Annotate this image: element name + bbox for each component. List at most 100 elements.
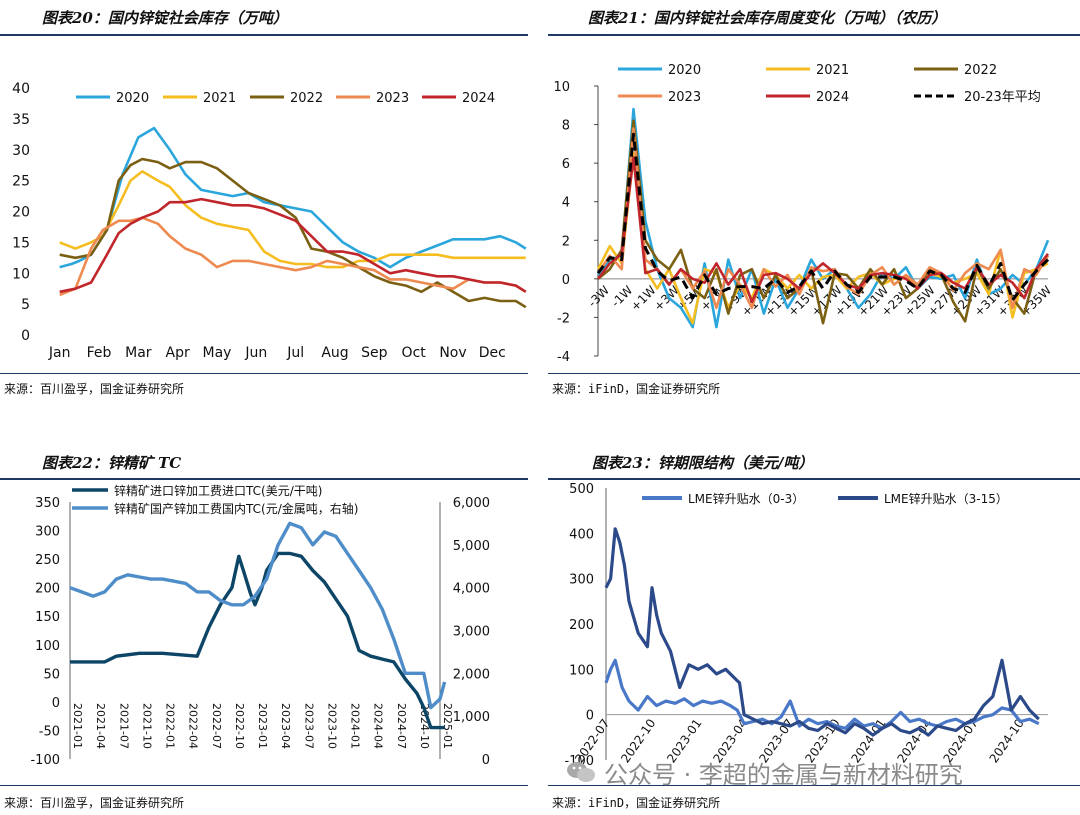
- y-tick-label: 40: [12, 81, 30, 97]
- series-line-20-23年平均: [596, 132, 1050, 302]
- y-tick-label-right: 0: [482, 753, 490, 768]
- legend-label-2024: 2024: [462, 91, 495, 106]
- x-tick-label: 2021-10: [140, 703, 153, 749]
- x-tick-label: +1W: [628, 283, 659, 314]
- panel-title: 图表20：国内锌锭社会库存（万吨）: [42, 9, 288, 27]
- y-tick-label: 0: [21, 328, 30, 344]
- series-line-2021: [59, 170, 526, 269]
- x-tick-label: Oct: [402, 345, 427, 361]
- y-tick-label: 300: [569, 573, 594, 588]
- legend-label-2021: 2021: [203, 91, 236, 106]
- x-tick-label: 2022-07: [210, 703, 223, 749]
- panel-title: 图表23：锌期限结构（美元/吨）: [592, 454, 814, 472]
- y-tick-label-left: 200: [35, 582, 60, 597]
- panel-title: 图表21：国内锌锭社会库存周度变化（万吨）（农历）: [588, 9, 947, 27]
- y-tick-label: 100: [569, 663, 594, 678]
- x-tick-label: 2022-10: [233, 703, 246, 749]
- panel-title: 图表22：锌精矿 TC: [42, 454, 182, 472]
- x-tick-label: Aug: [321, 345, 348, 361]
- title-rule: [548, 478, 1080, 480]
- x-tick-label: 2024-07: [395, 703, 408, 749]
- y-tick-label: 4: [562, 196, 570, 211]
- y-tick-label: 2: [562, 234, 570, 249]
- x-tick-label: 2024-04: [372, 703, 385, 749]
- y-tick-label: 8: [562, 119, 570, 134]
- legend-label: LME锌升贴水（0-3）: [688, 492, 804, 506]
- watermark: 公众号 · 李超的金属与新材料研究: [566, 752, 1050, 792]
- y-tick-label: -4: [557, 350, 570, 365]
- legend-label-20-23年平均: 20-23年平均: [964, 90, 1041, 105]
- legend-label-2020: 2020: [668, 63, 701, 78]
- y-tick-label: 400: [569, 527, 594, 542]
- x-tick-label: May: [203, 345, 232, 361]
- y-tick-label: 35: [12, 112, 30, 128]
- y-tick-label-left: 350: [35, 496, 60, 511]
- x-tick-label: 2022-01: [164, 703, 177, 749]
- legend-label-2022: 2022: [964, 63, 997, 78]
- y-tick-label-left: 0: [52, 696, 60, 711]
- x-tick-label: 2023-10: [325, 703, 338, 749]
- y-tick-label-left: 50: [43, 667, 60, 682]
- series-line-2022: [597, 119, 1049, 325]
- legend-label-2023: 2023: [668, 90, 701, 105]
- y-tick-label: 30: [12, 143, 30, 159]
- x-tick-label: Jul: [286, 345, 304, 361]
- source-rule: [548, 785, 1080, 786]
- y-tick-label: 25: [12, 174, 30, 190]
- y-tick-label-right: 4,000: [453, 582, 490, 597]
- series-line-spread-3-15: [604, 527, 1040, 737]
- y-tick-label-left: -100: [30, 753, 60, 768]
- y-tick-label: 500: [569, 482, 594, 497]
- x-tick-label: Jan: [48, 345, 71, 361]
- x-tick-label: 2023-01: [256, 703, 269, 749]
- y-tick-label: 15: [12, 235, 30, 251]
- legend-label-2022: 2022: [290, 91, 323, 106]
- legend-label: LME锌升贴水（3-15）: [884, 492, 1008, 506]
- source-note: 来源：百川盈孚，国金证券研究所: [4, 382, 185, 396]
- x-tick-label: 2021-07: [117, 703, 130, 749]
- chart-zinc-tc: -100 -50 0 50 100 150 200 250 300 350 0 1,000 2,000 3…: [30, 484, 490, 768]
- y-tick-label-left: 300: [35, 525, 60, 540]
- x-tick-label: 2024-01: [349, 703, 362, 749]
- x-tick-label: Jun: [244, 345, 267, 361]
- legend-label-2021: 2021: [816, 63, 849, 78]
- x-tick-label: Sep: [361, 345, 388, 361]
- x-tick-label: Apr: [166, 345, 190, 361]
- legend-label-2023: 2023: [376, 91, 409, 106]
- source-rule: [548, 373, 1080, 374]
- y-tick-label: 20: [12, 205, 30, 221]
- y-tick-label-left: 150: [35, 610, 60, 625]
- wechat-icon: [567, 762, 595, 782]
- series-line-2020: [59, 126, 527, 269]
- y-tick-label-right: 1,000: [453, 710, 490, 725]
- title-rule: [0, 34, 528, 36]
- legend-label: 锌精矿进口锌加工费进口TC(美元/干吨): [114, 484, 322, 498]
- x-tick-label: Mar: [125, 345, 152, 361]
- series-line-2023: [59, 216, 527, 297]
- x-tick-label: Dec: [479, 345, 506, 361]
- series-line-2022: [59, 157, 527, 309]
- series-line-domestic-tc: [69, 521, 447, 710]
- source-note: 来源：百川盈孚，国金证券研究所: [4, 796, 185, 810]
- watermark-text: 公众号 · 李超的金属与新材料研究: [604, 760, 963, 789]
- y-tick-label-left: 100: [35, 639, 60, 654]
- x-tick-label: 2021-01: [71, 703, 84, 749]
- x-tick-label: 2023-04: [279, 703, 292, 749]
- source-note: 来源：iFinD，国金证券研究所: [552, 796, 721, 810]
- y-tick-label: 10: [12, 266, 30, 282]
- title-rule: [0, 478, 528, 480]
- x-tick-label: 2021-04: [94, 703, 107, 749]
- x-tick-label: -3W: [585, 283, 612, 310]
- legend-label-2020: 2020: [116, 91, 149, 106]
- source-note: 来源：iFinD，国金证券研究所: [552, 382, 721, 396]
- y-tick-label: 6: [562, 157, 570, 172]
- x-tick-label: Feb: [87, 345, 112, 361]
- x-tick-label: Nov: [439, 345, 466, 361]
- y-tick-label-left: -50: [39, 724, 60, 739]
- y-tick-label: 0: [586, 709, 594, 724]
- chart-weekly-change: -4-20246810-3W-1W+1W+3W+5W+7W+9W+11W+13W…: [553, 63, 1054, 365]
- y-tick-label-right: 6,000: [453, 496, 490, 511]
- legend-label-2024: 2024: [816, 90, 849, 105]
- series-line-2024: [59, 197, 527, 294]
